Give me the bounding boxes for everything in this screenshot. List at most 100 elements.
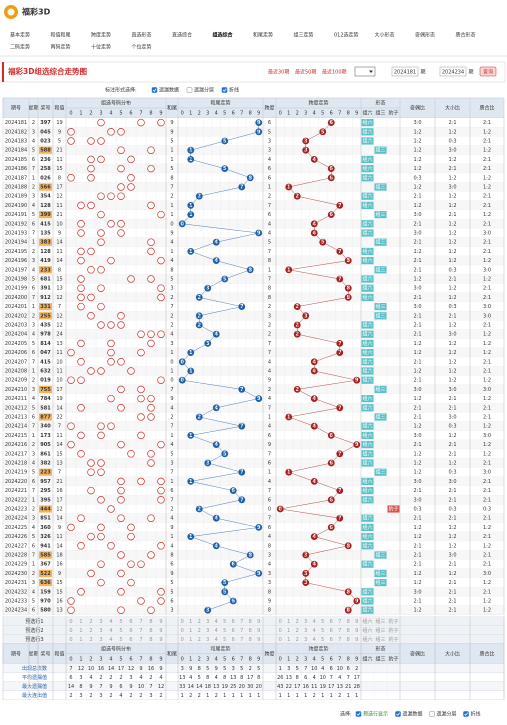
nav-link[interactable]: 奇偶形态	[415, 32, 435, 39]
header-sub-label: 3	[206, 111, 209, 117]
nav-link[interactable]: 基本走势	[10, 32, 30, 39]
option-checkbox[interactable]	[221, 87, 228, 93]
sum: 11	[56, 534, 62, 540]
span-ball-label: 9	[355, 378, 359, 384]
digit-hit	[87, 174, 95, 182]
quick-range[interactable]: 最近30期	[268, 69, 289, 76]
footer-checkbox[interactable]	[429, 711, 435, 717]
nav-link[interactable]: 十位走势	[91, 44, 111, 51]
odd-even-ratio: 2:1	[413, 332, 421, 338]
stats-value: 5	[206, 666, 209, 672]
digit-hit	[157, 542, 165, 550]
stats-value: 2	[69, 693, 72, 699]
nav-link[interactable]: 012选走势	[334, 32, 359, 39]
footer-checkbox[interactable]	[395, 711, 401, 717]
nav-link[interactable]: 两码走势	[51, 44, 71, 51]
range-select[interactable]	[354, 66, 376, 77]
header-sub-label: 8	[347, 656, 350, 662]
sum-tail: 4	[170, 442, 173, 448]
sum: 8	[58, 175, 61, 181]
stats-value: 2	[99, 675, 102, 681]
nav-link[interactable]: 和值和尾	[51, 32, 71, 39]
sum: 10	[56, 359, 62, 365]
issue: 2024213	[5, 415, 27, 421]
draw-number: 978	[40, 332, 51, 338]
quick-range[interactable]: 最近100期	[322, 69, 347, 76]
query-button[interactable]	[479, 66, 497, 77]
header-sub-label: 7	[240, 656, 243, 662]
shape-label: 组六	[362, 368, 372, 375]
nav-link[interactable]: 和尾走势	[253, 32, 273, 39]
sum: 24	[56, 332, 62, 338]
trend-line	[182, 223, 259, 234]
issue: 2024211	[5, 396, 27, 402]
row-bg	[3, 311, 504, 321]
span: 4	[268, 231, 271, 237]
stats-value: 17	[247, 675, 253, 681]
trend-line	[207, 278, 225, 289]
stats-value: 5	[223, 666, 226, 672]
nav-link[interactable]: 大小形态	[375, 32, 395, 39]
sum: 15	[56, 277, 62, 283]
nav-link[interactable]: 直选形态	[132, 32, 152, 39]
prime-composite-ratio: 1:2	[483, 129, 491, 135]
draw-number: 632	[40, 369, 51, 375]
row-bg	[3, 467, 504, 477]
option-checkbox[interactable]	[186, 87, 193, 93]
to-input[interactable]	[439, 66, 467, 77]
quick-range[interactable]: 最近50期	[295, 69, 316, 76]
nav-link[interactable]: 质合形态	[456, 32, 476, 39]
digit-hit	[157, 440, 165, 449]
issue: 2024232	[5, 589, 27, 595]
footer-checkbox[interactable]	[355, 711, 362, 717]
digit-hit	[117, 551, 125, 559]
sum-tail: 5	[170, 451, 173, 457]
span: 4	[268, 562, 271, 568]
digit-hit	[127, 155, 135, 164]
tail-ball-label: 6	[232, 562, 236, 568]
row-bg	[3, 476, 504, 486]
nav-link[interactable]: 二码走势	[10, 44, 30, 51]
header-sub-label: 9	[257, 111, 260, 117]
preselect-row[interactable]	[2, 634, 505, 644]
row-bg	[3, 522, 504, 532]
digit-hit	[107, 256, 115, 265]
prime-composite-ratio: 1:2	[483, 175, 491, 181]
sum-tail: 6	[170, 599, 173, 605]
weekday: 2	[32, 120, 35, 126]
trend-line	[314, 527, 332, 537]
preselect-row[interactable]	[2, 625, 505, 635]
span: 5	[268, 240, 271, 246]
nav-link[interactable]: 组选综合	[213, 32, 234, 39]
stats-value: 2	[89, 693, 92, 699]
nav-link[interactable]: 个位走势	[132, 44, 152, 51]
tail-ball-label: 2	[198, 194, 202, 200]
draw-number: 382	[40, 461, 51, 467]
nav-link[interactable]: 组三走势	[294, 32, 314, 39]
draw-number: 135	[40, 231, 51, 237]
big-small-ratio: 3:0	[448, 148, 456, 154]
nav-link[interactable]: 跨度走势	[91, 32, 111, 39]
stats-value: 3	[149, 693, 152, 699]
footer-checkbox[interactable]	[463, 711, 469, 717]
span: 8	[268, 589, 271, 595]
stats-value: 18	[205, 684, 211, 690]
digit-hit	[137, 394, 145, 403]
from-input[interactable]	[391, 66, 419, 77]
prime-composite-ratio: 2:1	[483, 516, 491, 522]
trend-line	[182, 370, 191, 381]
weekday: 7	[32, 359, 35, 365]
shape-label: 组六	[362, 487, 372, 494]
nav-link[interactable]: 直选综合	[172, 32, 192, 39]
draw-number: 580	[40, 608, 51, 614]
number-highlight	[39, 211, 52, 219]
weekday: 1	[32, 562, 35, 568]
big-small-ratio: 2:1	[448, 516, 456, 522]
preselect-row[interactable]	[2, 616, 505, 626]
odd-even-ratio: 2:1	[413, 405, 421, 411]
digit-hit	[147, 450, 155, 458]
row-bg	[3, 228, 504, 238]
number-highlight	[39, 505, 52, 513]
odd-even-ratio: 1:2	[413, 461, 421, 467]
option-checkbox[interactable]	[151, 87, 158, 93]
